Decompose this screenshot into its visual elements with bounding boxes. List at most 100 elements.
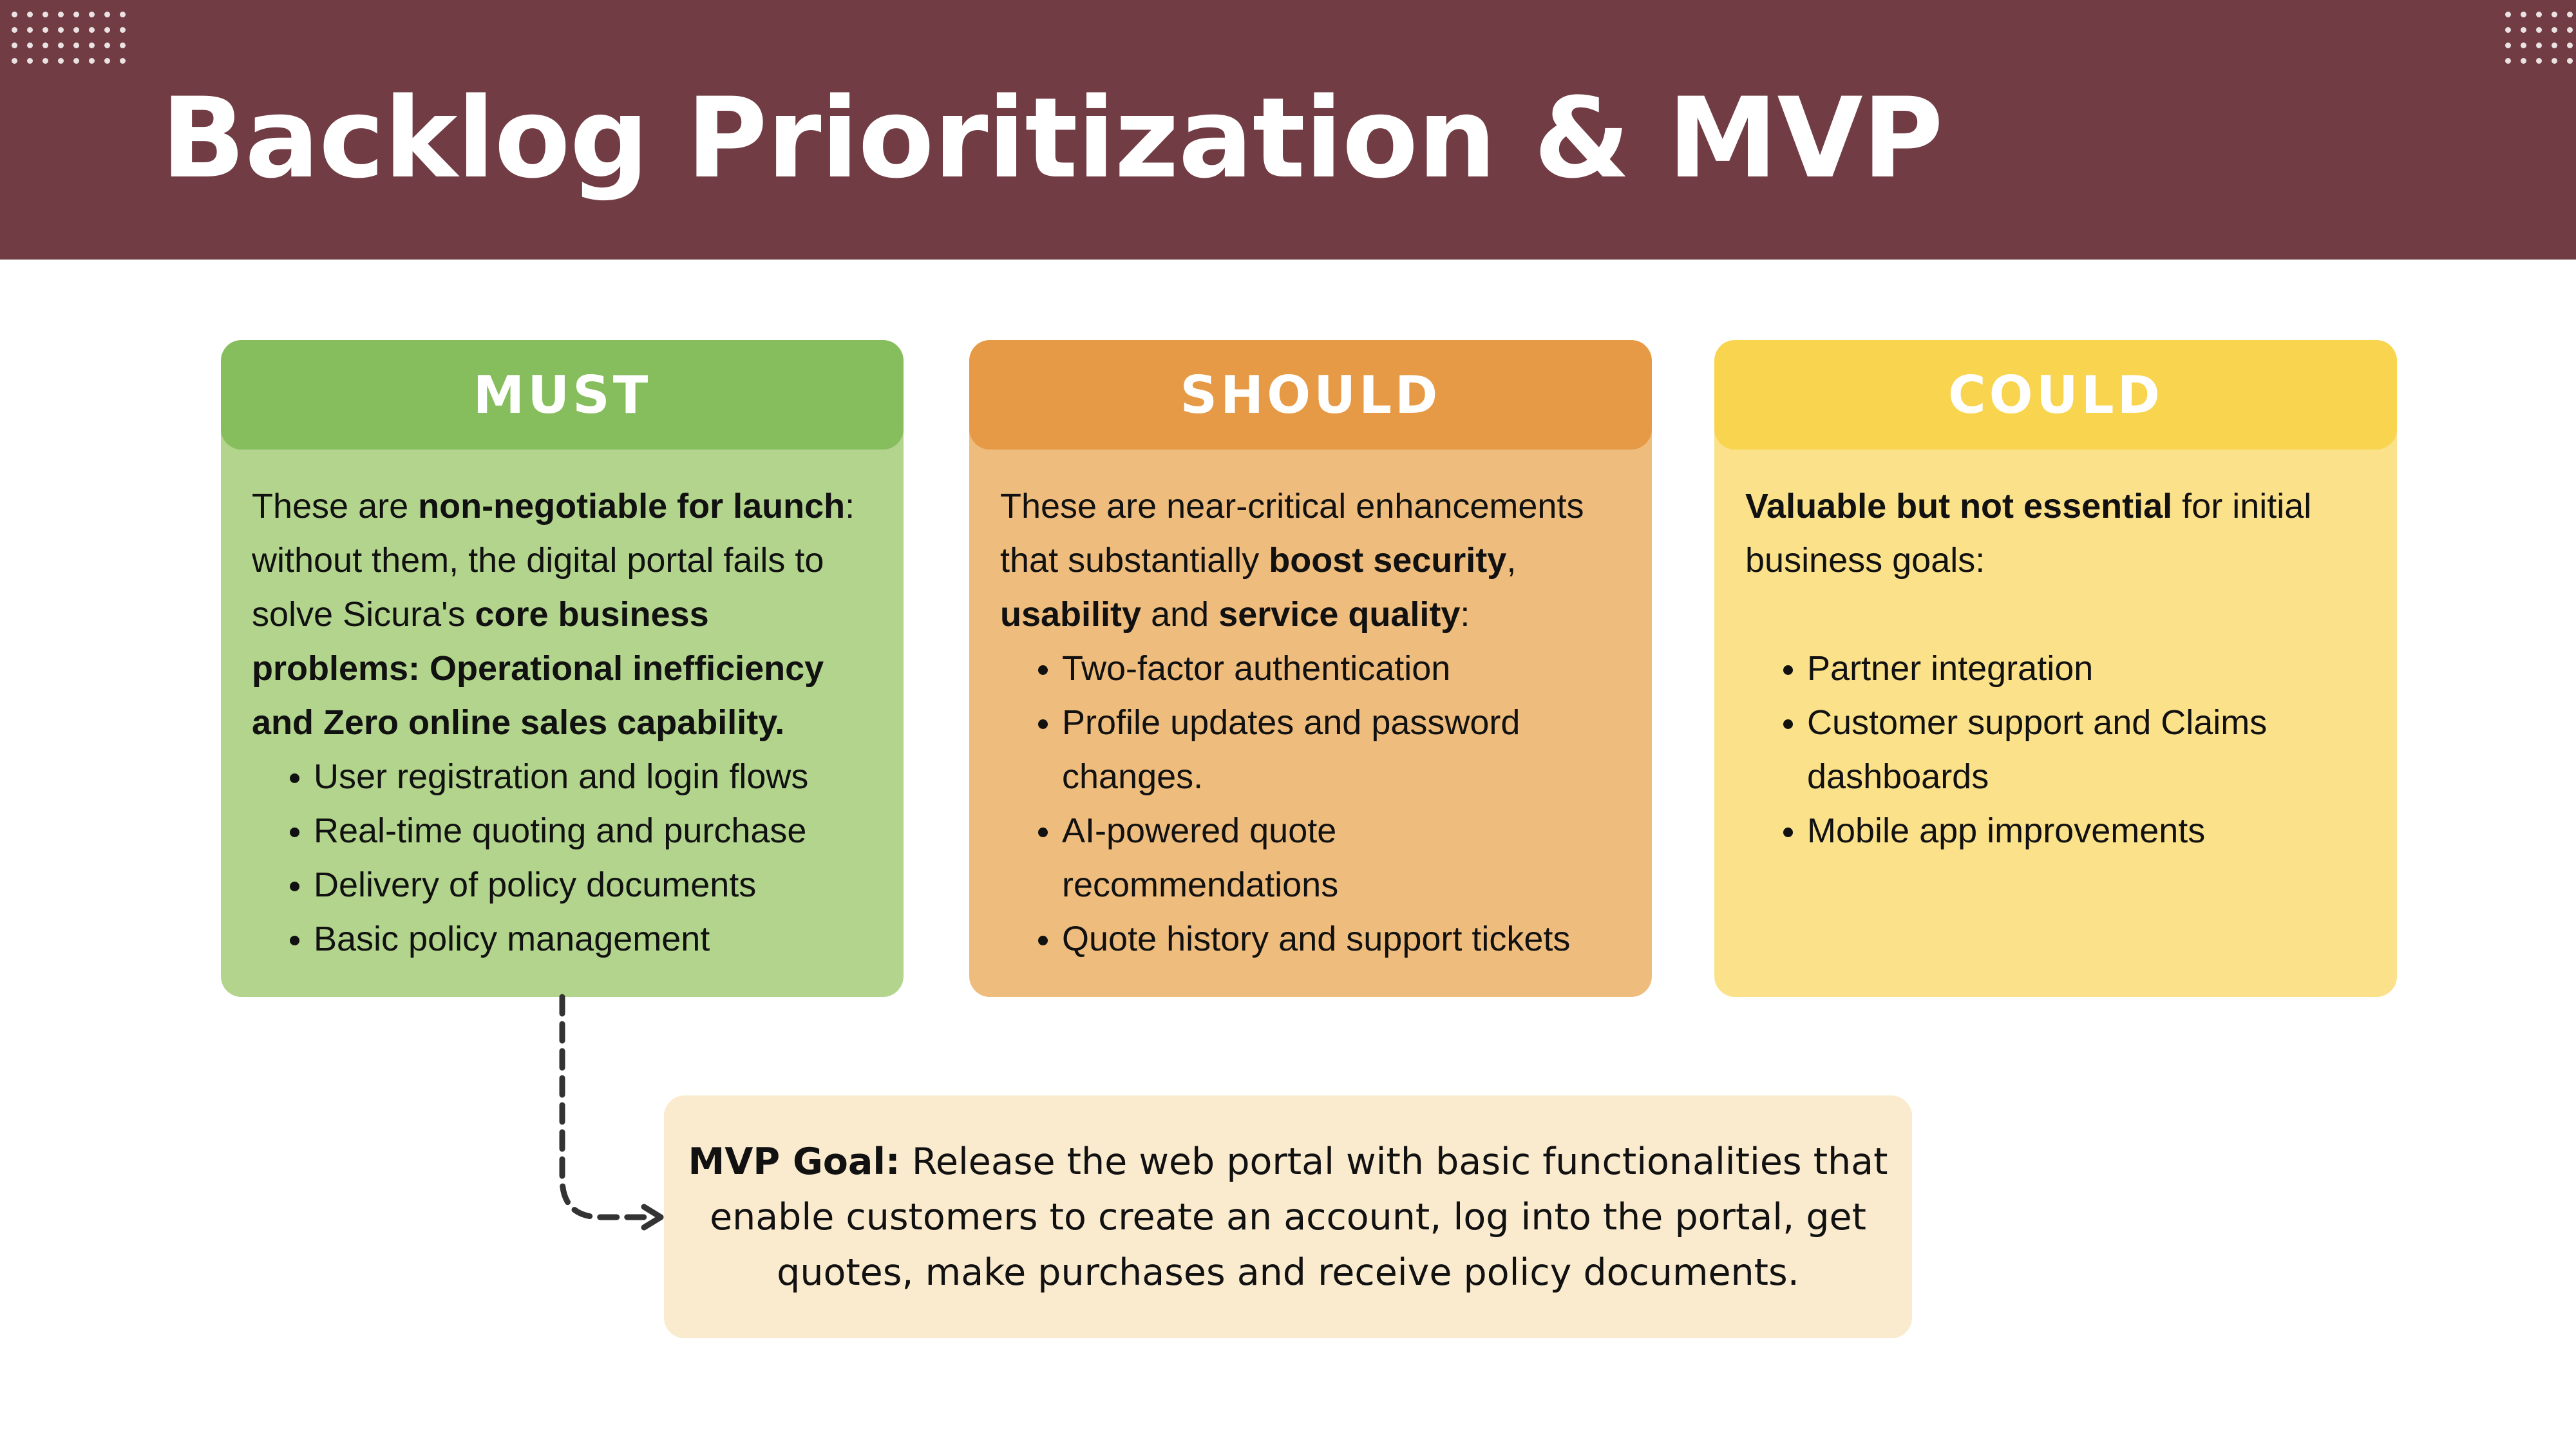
must-list: User registration and login flows Real-t… [252, 750, 873, 966]
dot [73, 43, 79, 48]
dot [2536, 27, 2542, 33]
dot [43, 43, 48, 48]
could-list-item: Mobile app improvements [1807, 804, 2366, 858]
could-intro-bold: Valuable but not essential [1745, 487, 2173, 526]
title-banner: Backlog Prioritization & MVP [0, 0, 2576, 260]
must-list-item: User registration and login flows [314, 750, 873, 804]
dot [2521, 43, 2526, 48]
dot [2567, 58, 2573, 64]
should-list-item: Profile updates and password changes. [1062, 696, 1621, 804]
dot [58, 12, 64, 17]
dot [2567, 43, 2573, 48]
dot [27, 27, 33, 33]
must-list-item: Delivery of policy documents [314, 858, 873, 912]
dot [2505, 43, 2511, 48]
could-card: COULD Valuable but not essential for ini… [1714, 340, 2397, 997]
dot [2536, 43, 2542, 48]
mvp-goal-description: Release the web portal with basic functi… [710, 1140, 1888, 1294]
dot [12, 12, 17, 17]
should-list-item: Quote history and support tickets [1062, 912, 1621, 966]
should-list-item: Two-factor authentication [1062, 641, 1621, 696]
dot [12, 43, 17, 48]
must-intro-bold: core business problems: Operational inef… [252, 595, 824, 742]
dot [27, 12, 33, 17]
dot [2536, 58, 2542, 64]
dot [2505, 12, 2511, 17]
could-list-item: Customer support and Claims dashboards [1807, 696, 2366, 804]
should-heading: SHOULD [969, 340, 1652, 450]
dot [120, 43, 126, 48]
must-intro: These are non-negotiable for launch: wit… [252, 479, 873, 750]
dot [73, 12, 79, 17]
dot [12, 27, 17, 33]
dot [27, 43, 33, 48]
must-heading: MUST [221, 340, 904, 450]
mvp-goal-box: MVP Goal: Release the web portal with ba… [664, 1095, 1912, 1338]
mvp-goal-text: MVP Goal: Release the web portal with ba… [683, 1134, 1893, 1300]
arrow-head-icon [641, 1204, 664, 1231]
must-list-item: Basic policy management [314, 912, 873, 966]
must-intro-text: : without them, the digital portal fails… [252, 487, 855, 634]
dot [2536, 12, 2542, 17]
dot [58, 43, 64, 48]
dot [2567, 12, 2573, 17]
dot [104, 12, 110, 17]
dashed-connector-line [559, 994, 655, 1220]
dot [73, 27, 79, 33]
dot [73, 58, 79, 64]
should-intro-bold: usability [1000, 595, 1142, 634]
must-card: MUST These are non-negotiable for launch… [221, 340, 904, 997]
slide-title: Backlog Prioritization & MVP [161, 73, 1944, 203]
must-intro-bold: non-negotiable for launch [418, 487, 846, 526]
dot [120, 27, 126, 33]
dot [89, 27, 95, 33]
dot [89, 58, 95, 64]
dot [104, 27, 110, 33]
dot [2505, 27, 2511, 33]
dot [89, 12, 95, 17]
dot [43, 12, 48, 17]
should-body: These are near-critical enhancements tha… [969, 450, 1652, 966]
dot [120, 58, 126, 64]
could-body: Valuable but not essential for initial b… [1714, 450, 2397, 858]
should-intro-text: These are near-critical enhancements tha… [1000, 487, 1584, 580]
could-list: Partner integration Customer support and… [1745, 641, 2366, 858]
dot [12, 58, 17, 64]
should-intro-bold: boost security [1269, 541, 1507, 580]
should-card: SHOULD These are near-critical enhanceme… [969, 340, 1652, 997]
should-intro-text: : [1460, 595, 1470, 634]
dot [2552, 27, 2557, 33]
dot [2521, 58, 2526, 64]
dot [58, 58, 64, 64]
should-intro: These are near-critical enhancements tha… [1000, 479, 1621, 641]
dot [43, 27, 48, 33]
dot [2505, 58, 2511, 64]
must-list-item: Real-time quoting and purchase [314, 804, 873, 858]
dot [2552, 43, 2557, 48]
mvp-goal-label: MVP Goal: [688, 1140, 900, 1183]
dot [120, 12, 126, 17]
dot [104, 58, 110, 64]
could-intro: Valuable but not essential for initial b… [1745, 479, 2366, 587]
dot [27, 58, 33, 64]
should-list-item: AI-powered quote recommendations [1062, 804, 1621, 912]
dot [43, 58, 48, 64]
could-list-item: Partner integration [1807, 641, 2366, 696]
should-intro-text: , [1506, 541, 1517, 580]
dot [104, 43, 110, 48]
dot [2552, 12, 2557, 17]
dot [58, 27, 64, 33]
must-body: These are non-negotiable for launch: wit… [221, 450, 904, 966]
dot [2567, 27, 2573, 33]
dot [2521, 27, 2526, 33]
could-intro-text: for initial business goals: [1745, 487, 2312, 580]
dot [2552, 58, 2557, 64]
must-intro-text: These are [252, 487, 419, 526]
should-intro-text: and [1141, 595, 1219, 634]
should-intro-bold: service quality [1218, 595, 1461, 634]
should-list: Two-factor authentication Profile update… [1000, 641, 1621, 966]
could-heading: COULD [1714, 340, 2397, 450]
dot [89, 43, 95, 48]
dot [2521, 12, 2526, 17]
